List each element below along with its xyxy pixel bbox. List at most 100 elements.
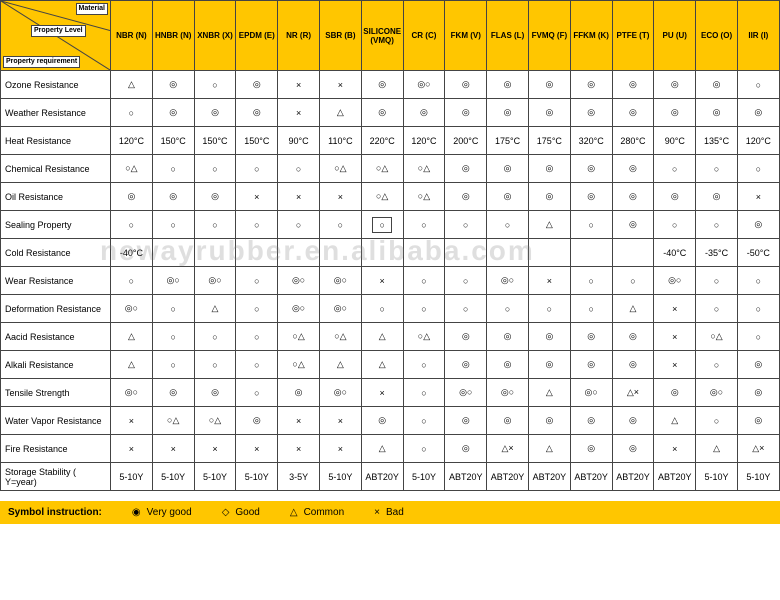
row-label: Sealing Property [1,211,111,239]
data-cell: ◎ [737,407,779,435]
corner-material-label: Material [76,3,108,15]
data-cell: ◎ [737,351,779,379]
material-header: EPDM (E) [236,1,278,71]
data-cell: ○ [737,267,779,295]
data-cell: ◎ [528,351,570,379]
data-cell: ◎ [612,99,654,127]
table-row: Oil Resistance◎◎◎×××○△○△◎◎◎◎◎◎◎×◎ [1,183,780,211]
data-cell: × [654,351,696,379]
data-cell: ◎○ [319,295,361,323]
data-cell: ◎○ [487,267,529,295]
data-cell: × [361,267,403,295]
data-cell: ◎○ [278,295,320,323]
data-cell: ○ [236,323,278,351]
material-header: PTFE (T) [612,1,654,71]
properties-table: Material Property Level Property require… [0,0,780,491]
legend-bar: Symbol instruction: ◉Very good◇Good△Comm… [0,501,780,524]
data-cell [570,239,612,267]
data-cell: △ [361,323,403,351]
data-cell: ○ [696,351,738,379]
data-cell: ABT20Y [528,463,570,491]
data-cell: ○ [152,295,194,323]
data-cell: 175°C [528,127,570,155]
data-cell: △ [361,435,403,463]
data-cell: ◎ [361,407,403,435]
data-cell: ◎ [528,71,570,99]
data-cell: × [194,435,236,463]
table-body: Ozone Resistance△◎○◎××◎◎○◎◎◎◎◎◎◎○◎Weathe… [1,71,780,491]
data-cell: ○ [111,211,153,239]
data-cell [487,239,529,267]
row-label: Heat Resistance [1,127,111,155]
data-cell: × [278,407,320,435]
data-cell: ◎ [361,71,403,99]
table-row: Ozone Resistance△◎○◎××◎◎○◎◎◎◎◎◎◎○◎ [1,71,780,99]
data-cell: ○ [152,351,194,379]
data-cell: ◎ [612,211,654,239]
data-cell: ◎○ [278,267,320,295]
data-cell: ○△ [696,323,738,351]
data-cell: 5-10Y [319,463,361,491]
data-cell: ◎ [570,155,612,183]
data-cell: △ [319,351,361,379]
data-cell: ◎ [445,323,487,351]
data-cell: ○ [403,267,445,295]
data-cell: ○ [236,211,278,239]
row-label: Oil Resistance [1,183,111,211]
data-cell: ◎○ [487,379,529,407]
data-cell: △ [111,323,153,351]
data-cell: ◎ [696,71,738,99]
data-cell [319,239,361,267]
data-cell: ◎ [487,323,529,351]
data-cell: × [319,407,361,435]
data-cell: ◎ [737,211,779,239]
data-cell: ○ [654,211,696,239]
data-cell: × [278,435,320,463]
data-cell: × [278,99,320,127]
row-label: Storage Stability ( Y=year) [1,463,111,491]
data-cell: ○ [236,351,278,379]
table-row: Heat Resistance120°C150°C150°C150°C90°C1… [1,127,780,155]
data-cell: ◎ [654,71,696,99]
data-cell: ○ [696,295,738,323]
data-cell: ◎ [152,379,194,407]
data-cell: ABT20Y [487,463,529,491]
data-cell: ◎ [696,99,738,127]
row-label: Chemical Resistance [1,155,111,183]
data-cell: -50°C [737,239,779,267]
data-cell: △ [111,351,153,379]
row-label: Ozone Resistance [1,71,111,99]
data-cell: ○ [487,211,529,239]
data-cell: ◎ [612,351,654,379]
data-cell: ○ [403,407,445,435]
data-cell: × [152,435,194,463]
data-cell: ○ [403,295,445,323]
data-cell: ○ [194,323,236,351]
data-cell: ◎○ [570,379,612,407]
table-row: Tensile Strength◎○◎◎○◎◎○×○◎○◎○△◎○△×◎◎○◎◎ [1,379,780,407]
data-cell: ○ [361,295,403,323]
data-cell: △ [612,295,654,323]
data-cell: ○ [152,211,194,239]
data-cell: 150°C [194,127,236,155]
header-row: Material Property Level Property require… [1,1,780,71]
legend-item: △Common [290,507,344,518]
data-cell: ○△ [403,155,445,183]
data-cell: △ [361,351,403,379]
data-cell: × [528,267,570,295]
data-cell: ◎ [152,71,194,99]
legend-label: Common [304,507,345,518]
data-cell: -40°C [111,239,153,267]
data-cell: ◎ [236,99,278,127]
legend-symbol: ◉ [132,507,141,518]
table-row: Sealing Property○○○○○○○○○○△○◎○○◎◎ [1,211,780,239]
data-cell: ◎ [487,155,529,183]
data-cell [194,239,236,267]
data-cell: ABT20Y [654,463,696,491]
data-cell [528,239,570,267]
row-label: Tensile Strength [1,379,111,407]
data-cell: ○ [570,267,612,295]
data-cell: 5-10Y [111,463,153,491]
data-cell: ◎ [487,183,529,211]
data-cell: △ [528,379,570,407]
